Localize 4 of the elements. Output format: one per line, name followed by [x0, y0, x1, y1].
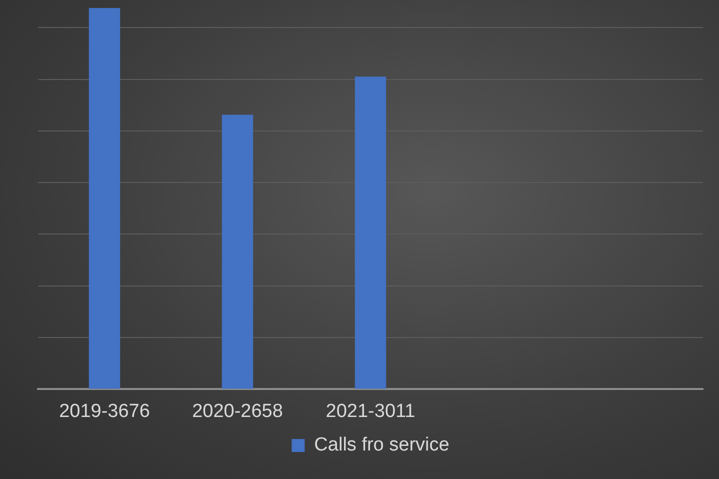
- x-tick-label: 2019-3676: [59, 400, 150, 422]
- x-tick-label: 2020-2658: [192, 400, 283, 422]
- x-tick-label: 2021-3011: [326, 400, 416, 422]
- legend-label: Calls fro service: [314, 434, 450, 456]
